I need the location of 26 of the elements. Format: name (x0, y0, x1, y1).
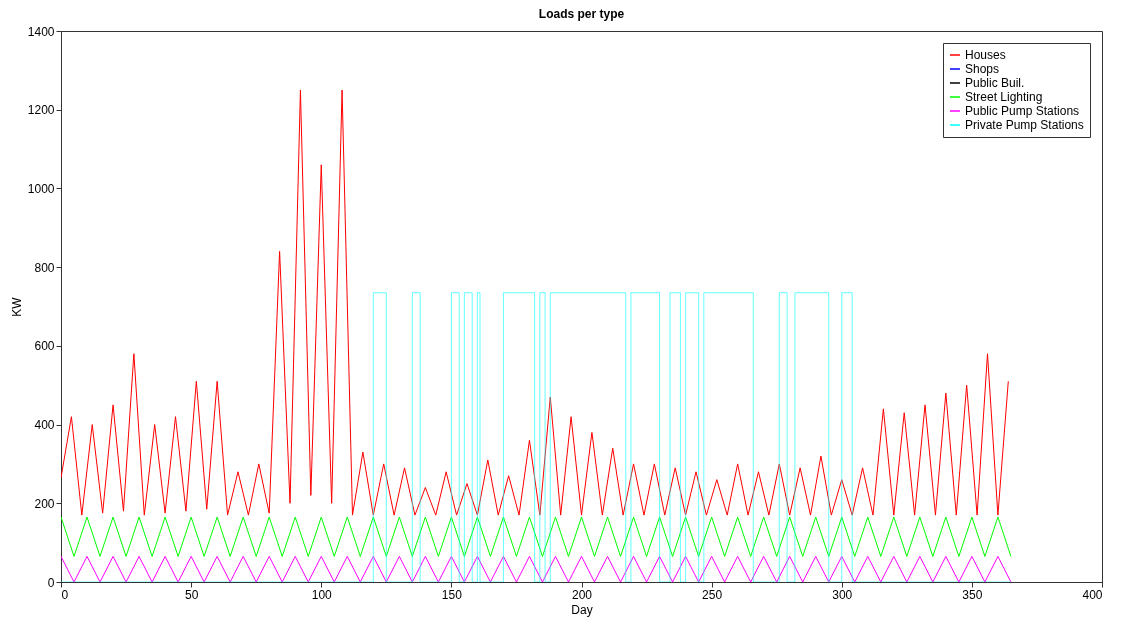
x-tick-label: 300 (832, 587, 853, 602)
x-tick-label: 150 (441, 587, 463, 602)
y-tick-label: 0 (47, 575, 55, 590)
x-tick-label: 50 (184, 587, 199, 602)
y-tick-label: 1000 (27, 181, 55, 196)
legend-label: Public Buil. (965, 76, 1025, 90)
y-axis-title: KW (9, 296, 24, 317)
legend-label: Private Pump Stations (965, 118, 1084, 132)
y-tick-label: 200 (34, 496, 55, 511)
legend-label: Houses (965, 48, 1006, 62)
x-tick-label: 0 (61, 587, 69, 602)
y-tick-label: 1200 (27, 103, 55, 118)
y-tick-label: 800 (34, 260, 55, 275)
x-tick-label: 100 (311, 587, 333, 602)
legend-label: Public Pump Stations (965, 104, 1080, 118)
x-tick-label: 250 (702, 587, 723, 602)
x-tick-label: 400 (1082, 587, 1103, 602)
legend-label: Street Lighting (965, 90, 1043, 104)
y-tick-label: 400 (34, 418, 55, 433)
chart-title: Loads per type (538, 7, 625, 21)
y-tick-label: 1400 (27, 24, 55, 39)
x-tick-label: 350 (962, 587, 983, 602)
legend-label: Shops (965, 62, 1000, 76)
x-tick-label: 200 (571, 587, 593, 602)
x-axis-title: Day (571, 602, 593, 617)
y-tick-label: 600 (34, 339, 55, 354)
